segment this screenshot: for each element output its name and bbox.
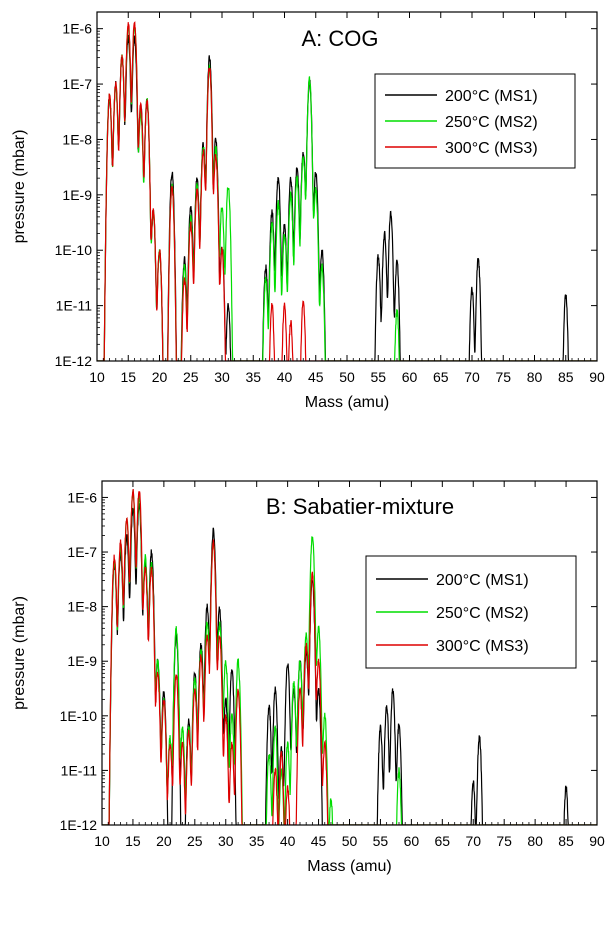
x-tick-label: 30 [218,833,234,849]
chart-b: 10 15 20 25 30 35 40 45 50 55 60 65 70 75 80 85 901E-121… [11,480,605,875]
x-tick-label: 65 [433,369,449,385]
x-tick-label: 85 [558,833,574,849]
x-tick-label: 55 [373,833,389,849]
x-tick-label: 50 [342,833,358,849]
legend-label-2: 250°C (MS2) [436,605,529,622]
x-tick-label: 65 [435,833,451,849]
series-line-3 [97,21,597,361]
chart-a: 10 15 20 25 30 35 40 45 50 55 60 65 70 75 80 85 901E-121… [11,11,605,411]
y-tick-label: 1E-9 [62,187,92,203]
legend: 200°C (MS1) 250°C (MS2) 300°C (MS3) [374,73,576,169]
y-tick-label: 1E-12 [55,353,93,369]
x-tick-label: 60 [402,369,418,385]
x-axis: 10 15 20 25 30 35 40 45 50 55 60 65 70 75 80 85 90 [94,481,605,849]
x-tick-label: 40 [277,369,293,385]
series-line-3 [102,489,597,825]
legend: 200°C (MS1) 250°C (MS2) 300°C (MS3) [365,555,577,669]
chart-title: A: COG [301,26,378,51]
legend-label-3: 300°C (MS3) [436,638,529,655]
x-tick-label: 50 [339,369,355,385]
y-tick-label: 1E-12 [60,817,98,833]
x-tick-label: 25 [187,833,203,849]
legend-label-2: 250°C (MS2) [445,114,538,131]
x-tick-label: 25 [183,369,199,385]
y-tick-label: 1E-11 [61,762,98,778]
x-tick-label: 70 [465,833,481,849]
x-tick-label: 20 [152,369,168,385]
x-tick-label: 70 [464,369,480,385]
x-tick-label: 35 [249,833,265,849]
x-tick-label: 75 [496,833,512,849]
legend-label-3: 300°C (MS3) [445,140,538,157]
y-tick-label: 1E-10 [55,242,93,258]
plot-area [97,21,597,361]
y-axis: 1E-12 1E-11 1E-10 1E-9 1E-8 1E-7 1E-6 [55,21,597,369]
x-tick-label: 20 [156,833,172,849]
legend-label-1: 200°C (MS1) [436,572,529,589]
y-tick-label: 1E-7 [67,544,97,560]
x-tick-label: 10 [89,369,105,385]
y-tick-label: 1E-9 [67,653,97,669]
x-axis-label: Mass (amu) [307,858,391,875]
x-tick-label: 85 [558,369,574,385]
y-axis-label: pressure (mbar) [11,130,28,244]
x-tick-label: 10 [94,833,110,849]
y-tick-label: 1E-10 [60,708,98,724]
y-tick-label: 1E-6 [62,21,92,37]
x-axis: 10 15 20 25 30 35 40 45 50 55 60 65 70 75 80 85 90 [89,12,605,385]
x-tick-label: 15 [125,833,141,849]
x-tick-label: 30 [214,369,230,385]
x-tick-label: 40 [280,833,296,849]
y-tick-label: 1E-11 [56,298,93,314]
x-tick-label: 55 [370,369,386,385]
x-tick-label: 35 [245,369,261,385]
x-tick-label: 45 [311,833,327,849]
y-axis: 1E-12 1E-11 1E-10 1E-9 1E-8 1E-7 1E-6 [60,489,597,833]
chart-title: B: Sabatier-mixture [266,494,454,519]
x-axis-label: Mass (amu) [305,394,389,411]
x-tick-label: 60 [404,833,420,849]
x-tick-label: 80 [527,369,543,385]
x-tick-label: 45 [308,369,324,385]
x-tick-label: 80 [527,833,543,849]
y-tick-label: 1E-8 [67,599,97,615]
legend-label-1: 200°C (MS1) [445,88,538,105]
x-tick-label: 90 [589,833,605,849]
plot-area [102,489,597,825]
y-tick-label: 1E-6 [67,489,97,505]
y-axis-label: pressure (mbar) [11,596,28,710]
x-tick-label: 75 [495,369,511,385]
x-tick-label: 15 [120,369,136,385]
y-tick-label: 1E-7 [62,76,92,92]
x-tick-label: 90 [589,369,605,385]
y-tick-label: 1E-8 [62,131,92,147]
